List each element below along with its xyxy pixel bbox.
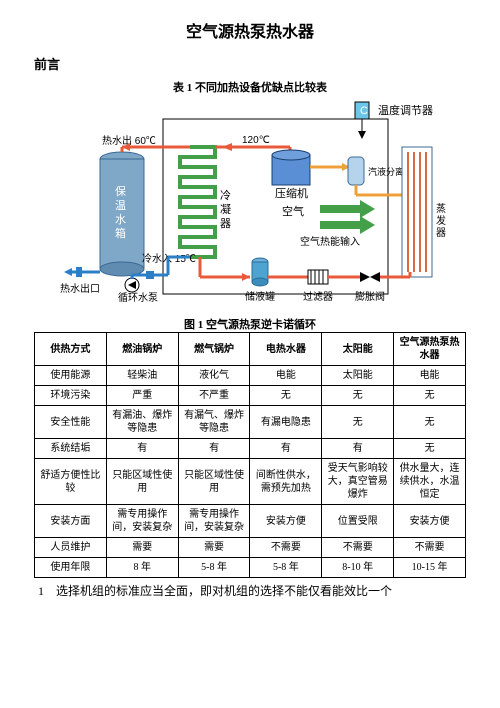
table-cell: 舒适方便性比较 xyxy=(35,459,107,505)
table-cell: 有 xyxy=(106,439,178,459)
col-header: 燃气锅炉 xyxy=(178,333,250,366)
col-header: 太阳能 xyxy=(322,333,394,366)
thermostat-c: C xyxy=(360,105,368,117)
page-title: 空气源热泵热水器 xyxy=(34,18,466,42)
table-cell: 使用年限 xyxy=(35,558,107,578)
table-cell: 需要 xyxy=(106,538,178,558)
table-cell: 电能 xyxy=(394,366,466,386)
table-cell: 无 xyxy=(250,386,322,406)
table-row: 使用年限8 年5-8 年5-8 年8-10 年10-15 年 xyxy=(35,558,466,578)
table-cell: 轻柴油 xyxy=(106,366,178,386)
col-header: 供热方式 xyxy=(35,333,107,366)
table-cell: 5-8 年 xyxy=(250,558,322,578)
comparison-table: 供热方式 燃油锅炉 燃气锅炉 电热水器 太阳能 空气源热泵热水器 使用能源轻柴油… xyxy=(34,332,466,578)
col-header: 电热水器 xyxy=(250,333,322,366)
table-cell: 受天气影响较大，真空管易爆炸 xyxy=(322,459,394,505)
table-cell: 严重 xyxy=(106,386,178,406)
body-paragraph: 1 选择机组的标准应当全面，即对机组的选择不能仅看能效比一个 xyxy=(34,582,466,599)
system-diagram: C 温度调节器 保 温 水 箱 热水出 60℃ 冷 凝 器 xyxy=(34,97,466,312)
table-cell: 不需要 xyxy=(322,538,394,558)
receiver-label: 储液罐 xyxy=(245,290,275,303)
svg-text:凝: 凝 xyxy=(220,202,231,216)
table-row: 环境污染严重不严重无无无 xyxy=(35,386,466,406)
figure-caption: 图 1 空气源热泵逆卡诺循环 xyxy=(34,316,466,332)
table-cell: 需专用操作间，安装复杂 xyxy=(106,505,178,538)
preface-heading: 前言 xyxy=(34,54,466,73)
table-cell: 有 xyxy=(178,439,250,459)
table-cell: 有漏油、爆炸等隐患 xyxy=(106,406,178,439)
comp-temp: 120℃ xyxy=(242,135,270,146)
air-heat-label: 空气热能输入 xyxy=(300,235,360,248)
table-cell: 有漏电隐患 xyxy=(250,406,322,439)
table-cell: 安全性能 xyxy=(35,406,107,439)
filter-icon xyxy=(308,270,328,284)
table-cell: 无 xyxy=(394,406,466,439)
table-row: 系统结垢有有有有无 xyxy=(35,439,466,459)
table-cell: 太阳能 xyxy=(322,366,394,386)
table-cell: 系统结垢 xyxy=(35,439,107,459)
exp-valve-icon xyxy=(360,272,380,282)
table-cell: 8 年 xyxy=(106,558,178,578)
table-cell: 需专用操作间，安装复杂 xyxy=(178,505,250,538)
table-cell: 需要 xyxy=(178,538,250,558)
filter-label: 过滤器 xyxy=(303,290,333,303)
table-row: 安装方面需专用操作间，安装复杂需专用操作间，安装复杂安装方便位置受限安装方便 xyxy=(35,505,466,538)
tank-label-1: 保 xyxy=(115,184,126,198)
compressor-label: 压缩机 xyxy=(275,186,308,200)
svg-text:箱: 箱 xyxy=(115,226,126,240)
table-cell: 间断性供水，需预先加热 xyxy=(250,459,322,505)
table-cell: 只能区域性使用 xyxy=(106,459,178,505)
table-cell: 无 xyxy=(322,386,394,406)
table-cell: 有 xyxy=(250,439,322,459)
col-header: 空气源热泵热水器 xyxy=(394,333,466,366)
condenser-label: 冷 xyxy=(220,189,231,202)
table-row: 人员维护需要需要不需要不需要不需要 xyxy=(35,538,466,558)
table-cell: 有 xyxy=(322,439,394,459)
air-arrows-icon xyxy=(320,200,375,234)
table-cell: 10-15 年 xyxy=(394,558,466,578)
pump-label: 循环水泵 xyxy=(118,291,158,304)
col-header: 燃油锅炉 xyxy=(106,333,178,366)
condenser-icon xyxy=(180,147,215,257)
table-cell: 不需要 xyxy=(394,538,466,558)
table-cell: 安装方便 xyxy=(250,505,322,538)
table-cell: 8-10 年 xyxy=(322,558,394,578)
table-cell: 不需要 xyxy=(250,538,322,558)
table-row: 使用能源轻柴油液化气电能太阳能电能 xyxy=(35,366,466,386)
table-cell: 无 xyxy=(394,386,466,406)
table-cell: 安装方便 xyxy=(394,505,466,538)
table-cell: 位置受限 xyxy=(322,505,394,538)
air-label: 空气 xyxy=(282,204,304,218)
table-cell: 无 xyxy=(394,439,466,459)
svg-text:发: 发 xyxy=(436,214,446,227)
table-row: 安全性能有漏油、爆炸等隐患有漏气、爆炸等隐患有漏电隐患无无 xyxy=(35,406,466,439)
table-cell: 液化气 xyxy=(178,366,250,386)
table-cell: 无 xyxy=(322,406,394,439)
table-row: 舒适方便性比较只能区域性使用只能区域性使用间断性供水，需预先加热受天气影响较大，… xyxy=(35,459,466,505)
table-header-row: 供热方式 燃油锅炉 燃气锅炉 电热水器 太阳能 空气源热泵热水器 xyxy=(35,333,466,366)
svg-text:器: 器 xyxy=(220,217,231,230)
table-cell: 5-8 年 xyxy=(178,558,250,578)
evap-label-1: 蒸 xyxy=(436,203,446,215)
svg-text:水: 水 xyxy=(115,213,126,226)
hot-outlet-label: 热水出口 xyxy=(60,282,100,295)
svg-text:器: 器 xyxy=(436,227,446,239)
table-cell: 人员维护 xyxy=(35,538,107,558)
thermostat-label: 温度调节器 xyxy=(378,103,433,117)
table-cell: 电能 xyxy=(250,366,322,386)
svg-text:温: 温 xyxy=(115,199,126,212)
table-cell: 环境污染 xyxy=(35,386,107,406)
table-cell: 使用能源 xyxy=(35,366,107,386)
table-cell: 安装方面 xyxy=(35,505,107,538)
exp-valve-label: 膨胀阀 xyxy=(355,290,385,303)
table-cell: 供水量大，连续供水，水温恒定 xyxy=(394,459,466,505)
table-caption: 表 1 不同加热设备优缺点比较表 xyxy=(34,79,466,95)
table-cell: 有漏气、爆炸等隐患 xyxy=(178,406,250,439)
table-cell: 只能区域性使用 xyxy=(178,459,250,505)
table-cell: 不严重 xyxy=(178,386,250,406)
